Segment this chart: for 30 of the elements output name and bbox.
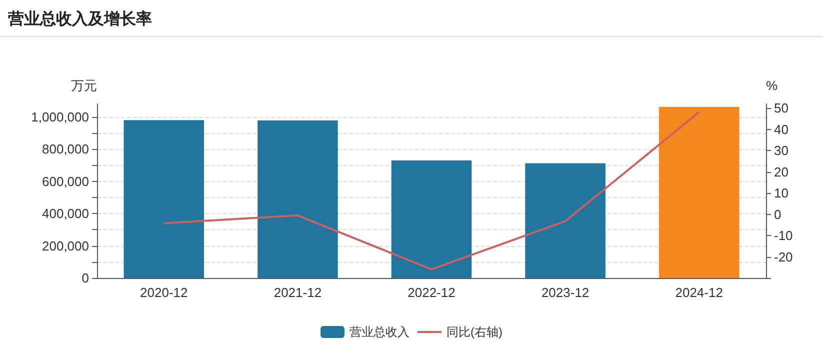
y-tick-label: 400,000 <box>42 206 89 222</box>
y-tick-label: 0 <box>82 270 89 286</box>
legend-label: 营业总收入 <box>350 325 410 339</box>
y2-tick-label: 20 <box>774 164 788 180</box>
y2-tick-label: 30 <box>774 143 788 158</box>
y2-tick-label: -10 <box>774 228 793 244</box>
y2-tick-label: 10 <box>774 186 788 201</box>
y2-tick-label: -20 <box>774 249 793 264</box>
x-tick-label: 2021-12 <box>274 285 322 300</box>
y-tick-label: 800,000 <box>42 142 89 157</box>
y-tick-label: 1,000,000 <box>31 109 89 124</box>
y2-tick-label: 50 <box>774 100 788 116</box>
chart-title: 营业总收入及增长率 <box>0 0 823 37</box>
y-axis-title: 万元 <box>71 78 97 93</box>
bar <box>124 120 204 278</box>
y2-axis-title: % <box>766 78 778 93</box>
y2-tick-label: 0 <box>774 206 782 222</box>
bar <box>658 106 740 278</box>
y-tick-label: 600,000 <box>42 174 89 189</box>
y2-tick-label: 40 <box>774 122 788 137</box>
legend-label: 同比(右轴) <box>446 325 503 339</box>
x-tick-label: 2024-12 <box>675 285 723 300</box>
bar <box>258 120 338 278</box>
line-series <box>162 111 700 270</box>
y-tick-label: 200,000 <box>42 238 89 254</box>
x-tick-label: 2023-12 <box>541 285 590 300</box>
bar <box>525 163 606 278</box>
x-tick-label: 2022-12 <box>408 285 456 300</box>
x-tick-label: 2020-12 <box>140 285 188 300</box>
bar <box>391 160 472 278</box>
